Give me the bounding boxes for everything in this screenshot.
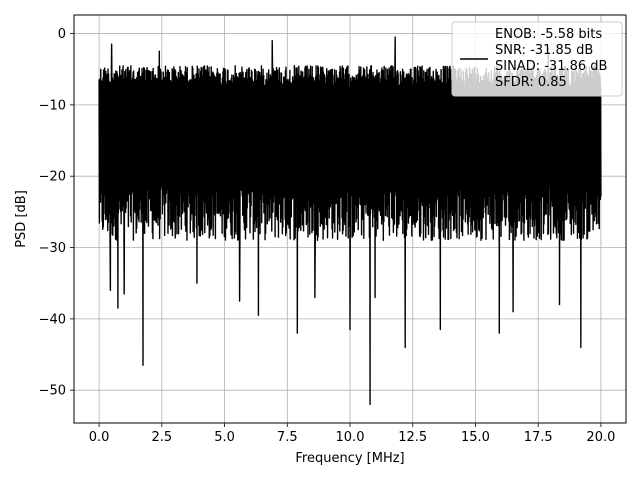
- x-tick-label: 0.0: [89, 430, 110, 445]
- x-tick-label: 15.0: [461, 430, 490, 445]
- legend-box: [451, 21, 623, 97]
- y-axis-label: PSD [dB]: [14, 190, 29, 248]
- y-tick-label: −10: [39, 98, 66, 113]
- y-tick-label: −50: [39, 384, 66, 399]
- legend-entry-line: SFDR: 0.85: [495, 75, 567, 90]
- y-tick-label: 0: [58, 27, 66, 42]
- ticks: 0.0 2.5 5.0 7.5 10.0 12.5 15.0 17.5 20.0 0 −10 −20 −…: [39, 27, 616, 445]
- x-tick-label: 7.5: [277, 430, 298, 445]
- x-tick-label: 12.5: [398, 430, 427, 445]
- y-tick-label: −40: [39, 312, 66, 327]
- x-tick-label: 17.5: [524, 430, 553, 445]
- data-layer: [98, 36, 602, 406]
- x-tick-label: 2.5: [151, 430, 172, 445]
- y-tick-label: −20: [39, 170, 66, 185]
- legend-entry-line: SNR: -31.85 dB: [495, 43, 593, 58]
- x-axis-label: Frequency [MHz]: [295, 451, 404, 466]
- x-tick-label: 10.0: [336, 430, 365, 445]
- legend-entry-line: SINAD: -31.86 dB: [495, 59, 607, 74]
- y-tick-label: −30: [39, 241, 66, 256]
- x-tick-label: 5.0: [214, 430, 235, 445]
- legend-entry-line: ENOB: -5.58 bits: [495, 27, 602, 42]
- psd-series-line: [98, 36, 602, 406]
- x-tick-label: 20.0: [586, 430, 615, 445]
